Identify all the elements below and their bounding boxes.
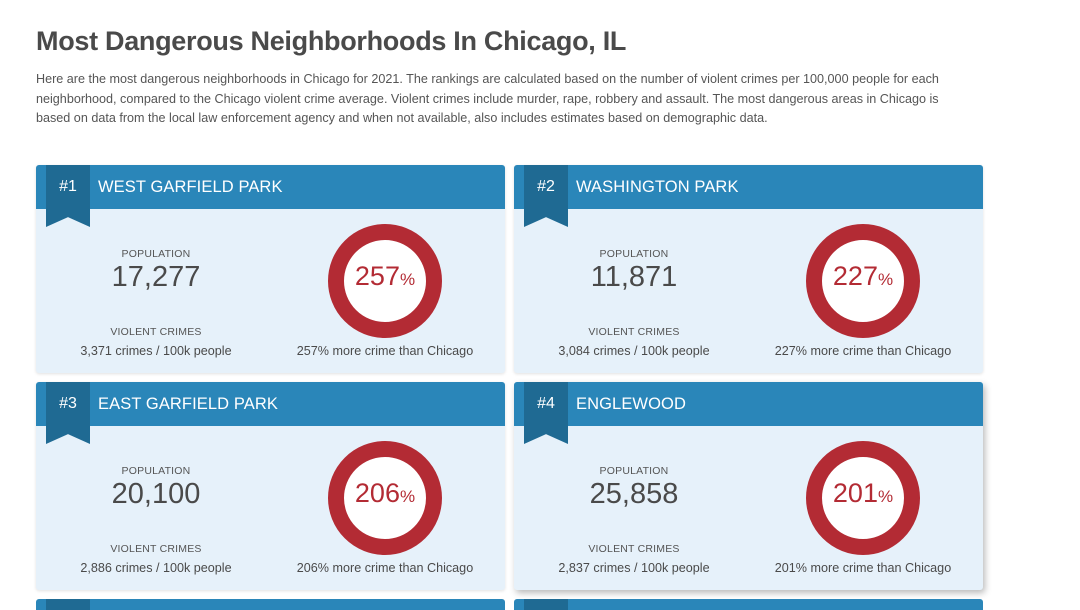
- population-label: POPULATION: [599, 465, 669, 477]
- neighborhood-name[interactable]: ENGLEWOOD: [576, 395, 686, 413]
- rank-number: #1: [59, 178, 77, 195]
- bookmark-ribbon-icon: #4: [524, 382, 568, 444]
- violent-crimes-value: 3,371 crimes / 100k people: [80, 344, 232, 358]
- bookmark-ribbon-icon: [524, 599, 568, 610]
- crime-percent-value: 206: [354, 478, 400, 508]
- crime-ring-icon: [806, 224, 920, 338]
- population-label: POPULATION: [121, 248, 191, 260]
- crime-percent: 201%: [805, 478, 921, 509]
- neighborhood-card-5-header: [36, 599, 505, 610]
- neighborhood-card-4: #4 ENGLEWOOD POPULATION 25,858 VIOLENT C…: [514, 382, 983, 590]
- crime-comparison: 227% more crime than Chicago: [774, 344, 952, 358]
- violent-crimes-value: 2,886 crimes / 100k people: [80, 561, 232, 575]
- crime-percent: 257%: [327, 261, 443, 292]
- card-header: #1 WEST GARFIELD PARK: [36, 165, 505, 227]
- neighborhood-name[interactable]: WEST GARFIELD PARK: [98, 178, 283, 196]
- violent-crimes-label: VIOLENT CRIMES: [588, 543, 680, 555]
- card-header: #4 ENGLEWOOD: [514, 382, 983, 444]
- population-value: 25,858: [589, 478, 679, 510]
- crime-comparison: 257% more crime than Chicago: [296, 344, 474, 358]
- neighborhood-name[interactable]: WASHINGTON PARK: [576, 178, 739, 196]
- violent-crimes-label: VIOLENT CRIMES: [588, 326, 680, 338]
- crime-percent: 227%: [805, 261, 921, 292]
- violent-crimes-value: 2,837 crimes / 100k people: [558, 561, 710, 575]
- crime-comparison: 201% more crime than Chicago: [774, 561, 952, 575]
- crime-ring-icon: [328, 224, 442, 338]
- population-value: 17,277: [111, 261, 201, 293]
- neighborhood-card-3: #3 EAST GARFIELD PARK POPULATION 20,100 …: [36, 382, 505, 590]
- percent-sign: %: [399, 270, 416, 289]
- bookmark-ribbon-icon: #1: [46, 165, 90, 227]
- page-title: Most Dangerous Neighborhoods In Chicago,…: [36, 26, 627, 56]
- percent-sign: %: [399, 487, 416, 506]
- card-header: #2 WASHINGTON PARK: [514, 165, 983, 227]
- intro-paragraph: Here are the most dangerous neighborhood…: [36, 72, 939, 126]
- crime-percent: 206%: [327, 478, 443, 509]
- population-value: 20,100: [111, 478, 201, 510]
- violent-crimes-value: 3,084 crimes / 100k people: [558, 344, 710, 358]
- crime-ring-icon: [806, 441, 920, 555]
- violent-crimes-label: VIOLENT CRIMES: [110, 543, 202, 555]
- bookmark-ribbon-icon: [46, 599, 90, 610]
- rank-number: #4: [537, 395, 555, 412]
- population-label: POPULATION: [599, 248, 669, 260]
- percent-sign: %: [877, 487, 894, 506]
- crime-ring-icon: [328, 441, 442, 555]
- neighborhood-card-2: #2 WASHINGTON PARK POPULATION 11,871 VIO…: [514, 165, 983, 373]
- percent-sign: %: [877, 270, 894, 289]
- population-value: 11,871: [590, 261, 678, 293]
- violent-crimes-label: VIOLENT CRIMES: [110, 326, 202, 338]
- bookmark-ribbon-icon: #2: [524, 165, 568, 227]
- crime-percent-value: 257: [354, 261, 400, 291]
- card-header: #3 EAST GARFIELD PARK: [36, 382, 505, 444]
- bookmark-ribbon-icon: #3: [46, 382, 90, 444]
- crime-percent-value: 201: [832, 478, 878, 508]
- rank-number: #2: [537, 178, 555, 195]
- crime-percent-value: 227: [832, 261, 878, 291]
- neighborhood-card-1: #1 WEST GARFIELD PARK POPULATION 17,277 …: [36, 165, 505, 373]
- population-label: POPULATION: [121, 465, 191, 477]
- neighborhood-card-6-header: [514, 599, 983, 610]
- neighborhood-name[interactable]: EAST GARFIELD PARK: [98, 395, 278, 413]
- crime-comparison: 206% more crime than Chicago: [296, 561, 474, 575]
- rank-number: #3: [59, 395, 77, 412]
